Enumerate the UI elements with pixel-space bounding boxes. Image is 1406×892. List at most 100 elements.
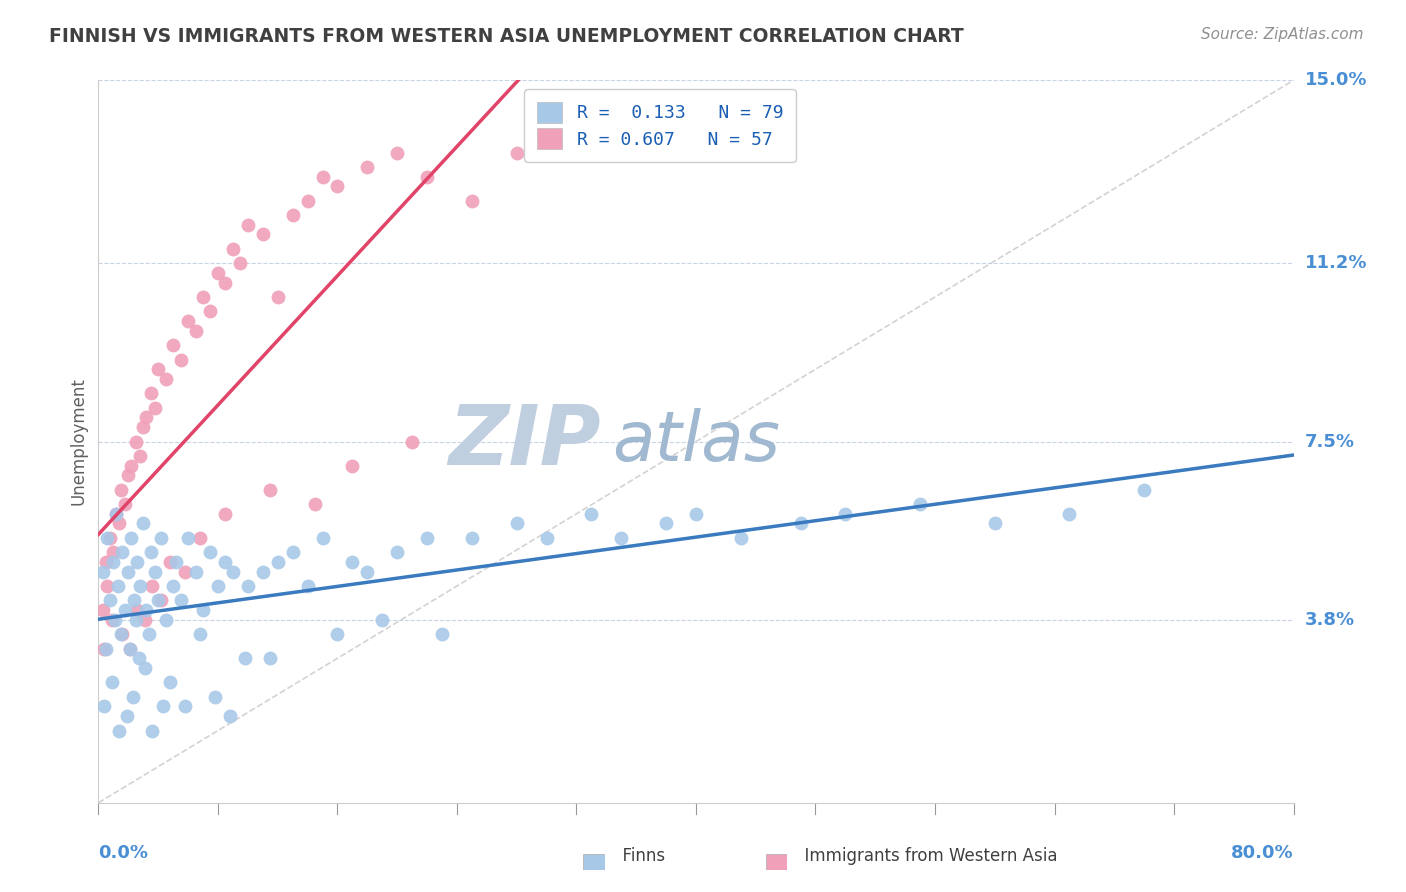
- Point: [105, 507, 128, 521]
- Point: [789, 516, 811, 531]
- Point: [610, 531, 633, 545]
- Point: [214, 276, 236, 290]
- Point: [132, 516, 155, 531]
- Y-axis label: Unemployment: Unemployment: [69, 377, 87, 506]
- Point: [162, 338, 184, 352]
- Point: [214, 507, 236, 521]
- Point: [103, 545, 125, 559]
- Point: [150, 593, 173, 607]
- Point: [730, 531, 752, 545]
- Point: [128, 651, 150, 665]
- Point: [311, 531, 333, 545]
- Point: [222, 565, 245, 579]
- Point: [204, 690, 226, 704]
- Point: [222, 242, 245, 256]
- Point: [191, 290, 214, 304]
- Point: [127, 603, 149, 617]
- Point: [326, 627, 349, 641]
- Point: [207, 266, 229, 280]
- Point: [117, 468, 139, 483]
- Text: Immigrants from Western Asia: Immigrants from Western Asia: [773, 847, 1057, 865]
- Point: [129, 449, 152, 463]
- Point: [581, 507, 603, 521]
- Point: [150, 531, 173, 545]
- Point: [342, 555, 364, 569]
- Text: 80.0%: 80.0%: [1230, 845, 1294, 863]
- Point: [297, 579, 319, 593]
- Point: [143, 401, 166, 415]
- Point: [536, 531, 558, 545]
- Point: [200, 304, 222, 318]
- Point: [177, 531, 200, 545]
- Point: [120, 531, 142, 545]
- Point: [143, 565, 166, 579]
- Text: 3.8%: 3.8%: [1305, 611, 1355, 629]
- Point: [114, 497, 136, 511]
- Point: [416, 169, 439, 184]
- Point: [174, 699, 197, 714]
- Point: [304, 497, 326, 511]
- Point: [184, 565, 207, 579]
- Point: [236, 218, 259, 232]
- Point: [371, 613, 394, 627]
- Point: [152, 699, 174, 714]
- Point: [506, 145, 529, 160]
- Point: [207, 579, 229, 593]
- Point: [252, 227, 274, 242]
- Point: [124, 593, 146, 607]
- Point: [984, 516, 1007, 531]
- Text: Finns: Finns: [591, 847, 665, 865]
- Point: [655, 516, 678, 531]
- Point: [356, 160, 378, 174]
- Point: [148, 593, 170, 607]
- Text: ZIP: ZIP: [447, 401, 600, 482]
- Point: [135, 603, 157, 617]
- Point: [111, 545, 134, 559]
- Point: [120, 458, 142, 473]
- Text: 7.5%: 7.5%: [1305, 433, 1354, 450]
- Point: [506, 516, 529, 531]
- Point: [169, 593, 191, 607]
- Point: [127, 555, 149, 569]
- Point: [105, 507, 128, 521]
- Point: [94, 641, 117, 656]
- Point: [342, 458, 364, 473]
- Point: [252, 565, 274, 579]
- Point: [191, 603, 214, 617]
- Point: [159, 675, 181, 690]
- Point: [356, 565, 378, 579]
- Point: [118, 641, 141, 656]
- Point: [200, 545, 222, 559]
- Point: [96, 579, 118, 593]
- Point: [416, 531, 439, 545]
- Point: [108, 516, 131, 531]
- Point: [297, 194, 319, 208]
- Point: [134, 661, 156, 675]
- Point: [121, 690, 143, 704]
- Point: [104, 613, 127, 627]
- Point: [165, 555, 187, 569]
- Point: [267, 555, 290, 569]
- Point: [125, 613, 148, 627]
- Point: [281, 208, 304, 222]
- Point: [385, 545, 409, 559]
- Point: [685, 507, 707, 521]
- Point: [401, 434, 423, 449]
- Point: [233, 651, 256, 665]
- Point: [174, 565, 197, 579]
- Text: Source: ZipAtlas.com: Source: ZipAtlas.com: [1201, 27, 1364, 42]
- Point: [184, 324, 207, 338]
- Point: [155, 372, 177, 386]
- Point: [385, 145, 409, 160]
- Point: [98, 531, 122, 545]
- Point: [93, 699, 115, 714]
- Point: [141, 579, 163, 593]
- Text: FINNISH VS IMMIGRANTS FROM WESTERN ASIA UNEMPLOYMENT CORRELATION CHART: FINNISH VS IMMIGRANTS FROM WESTERN ASIA …: [49, 27, 965, 45]
- Point: [94, 555, 117, 569]
- Point: [139, 386, 162, 401]
- Point: [214, 555, 236, 569]
- Point: [91, 565, 114, 579]
- Point: [281, 545, 304, 559]
- Point: [98, 593, 122, 607]
- Text: 15.0%: 15.0%: [1305, 71, 1367, 89]
